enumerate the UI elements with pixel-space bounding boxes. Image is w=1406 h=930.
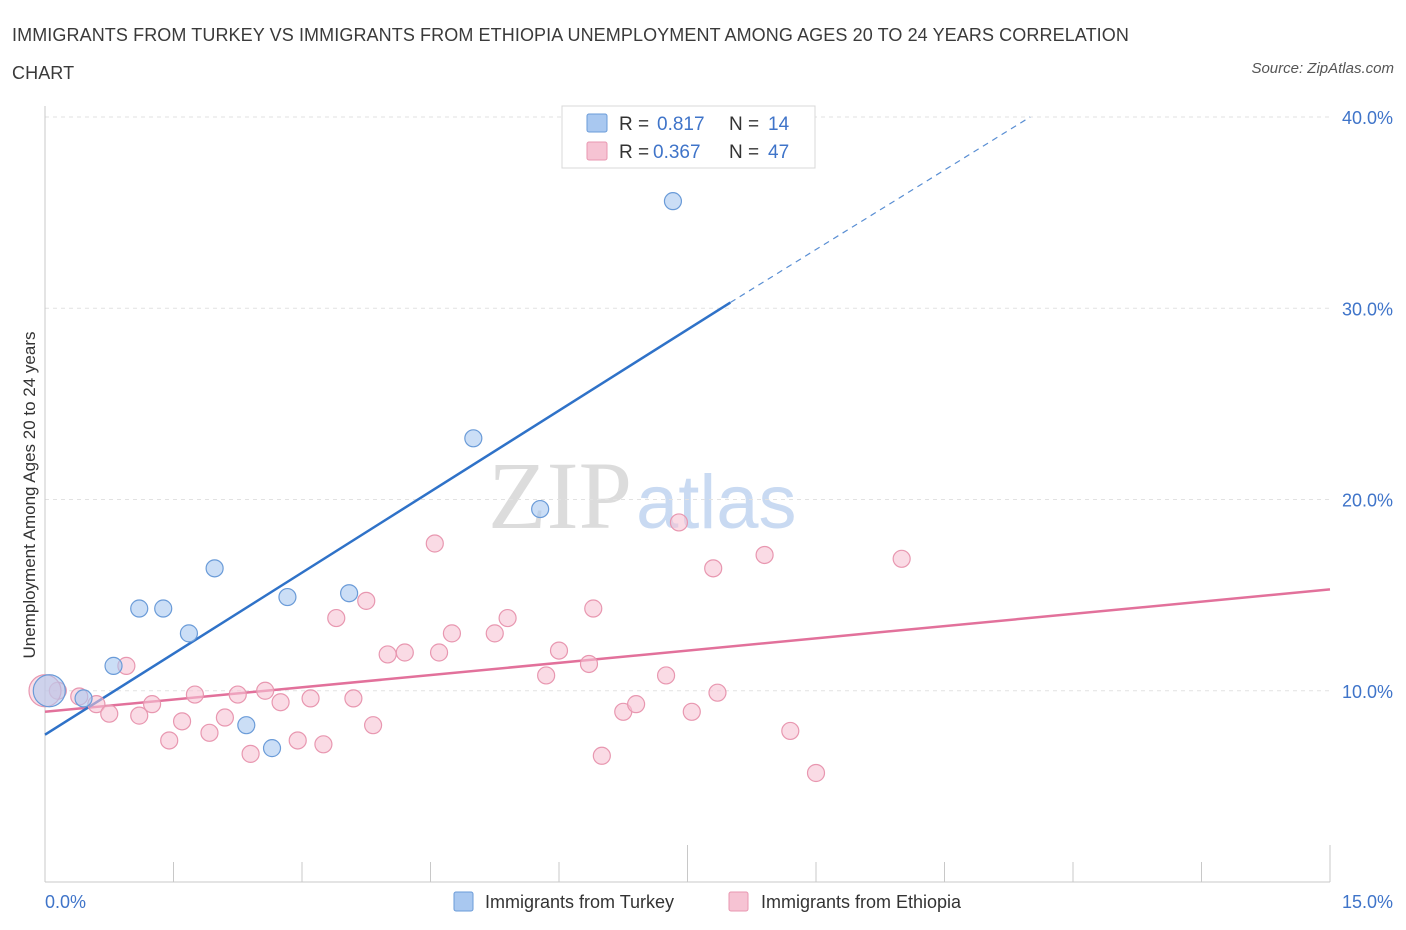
data-point-turkey	[74, 689, 93, 708]
y-tick-label: 10.0%	[1342, 682, 1393, 702]
data-point-ethiopia	[708, 683, 727, 702]
data-point-ethiopia	[241, 744, 260, 763]
data-point-ethiopia	[549, 641, 569, 660]
y-axis-label: Unemployment Among Ages 20 to 24 years	[20, 332, 39, 659]
series-legend-swatch-ethiopia	[728, 891, 749, 912]
y-axis-tick-labels: 10.0% 20.0% 30.0% 40.0%	[1342, 108, 1393, 702]
watermark-atlas: atlas	[636, 460, 797, 545]
data-point-ethiopia	[781, 721, 800, 741]
data-point-turkey	[531, 499, 550, 519]
data-point-ethiopia	[327, 608, 346, 628]
legend-r-value-turkey: 0.817	[657, 114, 705, 135]
data-point-turkey	[663, 192, 683, 211]
data-point-ethiopia	[314, 735, 333, 754]
y-tick-label: 40.0%	[1342, 108, 1393, 128]
data-point-ethiopia	[626, 695, 646, 714]
data-point-turkey	[340, 584, 359, 603]
data-point-ethiopia	[429, 643, 449, 662]
data-point-ethiopia	[256, 681, 275, 700]
points-ethiopia	[28, 513, 911, 783]
data-point-turkey	[130, 599, 149, 618]
source-credit: Source: ZipAtlas.com	[1251, 60, 1394, 77]
data-point-ethiopia	[682, 702, 701, 721]
data-point-turkey	[262, 739, 282, 758]
data-point-ethiopia	[271, 693, 290, 712]
legend-n-value-ethiopia: 47	[768, 142, 789, 163]
data-point-turkey	[205, 559, 224, 578]
data-point-ethiopia	[100, 704, 119, 723]
data-point-ethiopia	[215, 708, 234, 727]
data-point-ethiopia	[537, 666, 556, 685]
data-point-turkey	[464, 429, 483, 448]
data-point-ethiopia	[200, 723, 219, 742]
legend-n-label-turkey: N =	[729, 114, 759, 135]
legend-n-label-ethiopia: N =	[729, 142, 759, 163]
data-point-ethiopia	[704, 559, 723, 578]
series-legend-label-ethiopia: Immigrants from Ethiopia	[761, 892, 962, 912]
data-point-ethiopia	[485, 624, 504, 643]
data-point-ethiopia	[364, 716, 383, 735]
watermark-zip: ZIP	[488, 442, 632, 549]
data-point-ethiopia	[442, 624, 462, 643]
y-tick-label: 20.0%	[1342, 491, 1393, 511]
legend-r-label-ethiopia: R =	[619, 142, 649, 163]
data-point-ethiopia	[357, 591, 376, 610]
points-turkey	[32, 192, 683, 758]
legend-r-label-turkey: R =	[619, 114, 649, 135]
data-point-ethiopia	[378, 645, 397, 664]
data-point-ethiopia	[301, 689, 320, 708]
x-axis-ticks	[44, 845, 1331, 882]
data-point-ethiopia	[395, 643, 414, 662]
data-point-ethiopia	[288, 731, 307, 750]
trend-lines	[44, 116, 1331, 736]
trend-line-turkey-extension	[730, 116, 1031, 304]
data-point-turkey	[104, 656, 123, 675]
series-legend-label-turkey: Immigrants from Turkey	[485, 892, 674, 912]
data-point-ethiopia	[172, 712, 192, 731]
legend-r-value-ethiopia: 0.367	[653, 142, 701, 163]
data-point-ethiopia	[669, 513, 689, 532]
data-point-ethiopia	[142, 695, 162, 714]
data-point-ethiopia	[344, 689, 363, 708]
data-point-ethiopia	[755, 545, 774, 565]
series-legend: Immigrants from Turkey Immigrants from E…	[453, 891, 962, 912]
trend-line-turkey	[44, 301, 732, 736]
data-point-ethiopia	[228, 685, 247, 704]
data-point-turkey	[154, 599, 173, 618]
data-point-ethiopia	[425, 534, 444, 553]
data-point-ethiopia	[498, 608, 517, 628]
gridlines	[45, 116, 1330, 692]
legend-swatch-turkey	[586, 113, 608, 133]
data-point-ethiopia	[592, 746, 611, 765]
data-point-ethiopia	[806, 763, 826, 783]
data-point-ethiopia	[584, 599, 603, 618]
series-legend-swatch-turkey	[453, 891, 474, 912]
legend-n-value-turkey: 14	[768, 114, 790, 135]
data-point-turkey	[278, 587, 297, 607]
y-tick-label: 30.0%	[1342, 299, 1393, 319]
data-point-turkey	[32, 674, 66, 708]
data-point-ethiopia	[130, 706, 149, 725]
correlation-legend: R = 0.817 N = 14 R = 0.367 N = 47	[561, 105, 816, 169]
legend-swatch-ethiopia	[586, 141, 608, 161]
data-point-ethiopia	[185, 685, 205, 704]
data-point-ethiopia	[656, 666, 676, 685]
data-point-ethiopia	[160, 731, 179, 750]
data-point-ethiopia	[579, 654, 599, 674]
x-tick-label-max: 15.0%	[1342, 892, 1393, 912]
chart-title: IMMIGRANTS FROM TURKEY VS IMMIGRANTS FRO…	[12, 25, 1129, 83]
x-tick-label-min: 0.0%	[45, 892, 86, 912]
data-point-ethiopia	[892, 549, 911, 568]
data-point-turkey	[237, 716, 256, 735]
data-point-turkey	[179, 624, 199, 643]
